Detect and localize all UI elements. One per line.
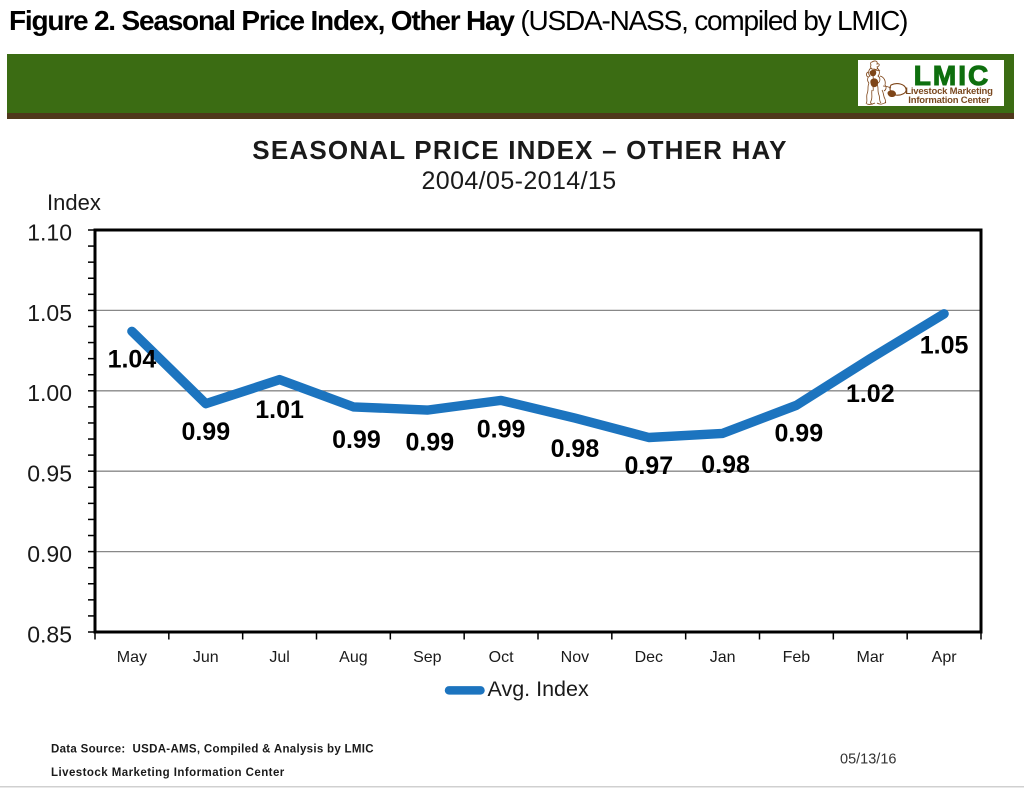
svg-text:Jul: Jul	[269, 649, 289, 666]
svg-text:0.97: 0.97	[624, 452, 673, 480]
svg-text:0.98: 0.98	[701, 451, 750, 479]
svg-text:Jan: Jan	[710, 649, 736, 666]
svg-text:0.99: 0.99	[332, 426, 381, 454]
svg-text:05/13/16: 05/13/16	[840, 752, 896, 768]
svg-text:Apr: Apr	[932, 649, 958, 666]
svg-text:1.04: 1.04	[108, 346, 157, 374]
svg-text:1.01: 1.01	[255, 396, 304, 424]
svg-text:SEASONAL PRICE INDEX – OTHER H: SEASONAL PRICE INDEX – OTHER HAY	[252, 135, 787, 165]
svg-text:Index: Index	[47, 190, 101, 215]
svg-text:Jun: Jun	[193, 649, 219, 666]
svg-text:1.05: 1.05	[920, 331, 969, 359]
svg-text:0.99: 0.99	[181, 418, 230, 446]
svg-text:Aug: Aug	[339, 649, 367, 666]
svg-text:1.05: 1.05	[27, 300, 72, 326]
svg-text:2004/05-2014/15: 2004/05-2014/15	[421, 167, 616, 195]
svg-text:0.85: 0.85	[27, 621, 72, 647]
svg-text:Livestock Marketing Informatio: Livestock Marketing Information Center	[51, 767, 285, 779]
svg-text:0.99: 0.99	[774, 420, 823, 448]
svg-text:Feb: Feb	[783, 649, 811, 666]
svg-text:Nov: Nov	[561, 649, 589, 666]
svg-text:Oct: Oct	[489, 649, 514, 666]
svg-text:1.10: 1.10	[27, 219, 72, 245]
svg-text:0.99: 0.99	[405, 428, 454, 456]
svg-text:0.95: 0.95	[27, 461, 72, 487]
svg-text:May: May	[117, 649, 147, 666]
svg-text:0.99: 0.99	[477, 416, 526, 444]
svg-text:0.98: 0.98	[551, 435, 600, 463]
svg-text:Avg. Index: Avg. Index	[488, 677, 589, 701]
svg-text:Mar: Mar	[857, 649, 885, 666]
svg-text:0.90: 0.90	[27, 541, 72, 567]
svg-text:1.02: 1.02	[846, 380, 895, 408]
svg-text:1.00: 1.00	[27, 380, 72, 406]
svg-text:Data Source: USDA-AMS, Compil: Data Source: USDA-AMS, Compiled & Analys…	[51, 743, 374, 755]
svg-text:Sep: Sep	[413, 649, 442, 666]
svg-text:Dec: Dec	[635, 649, 663, 666]
